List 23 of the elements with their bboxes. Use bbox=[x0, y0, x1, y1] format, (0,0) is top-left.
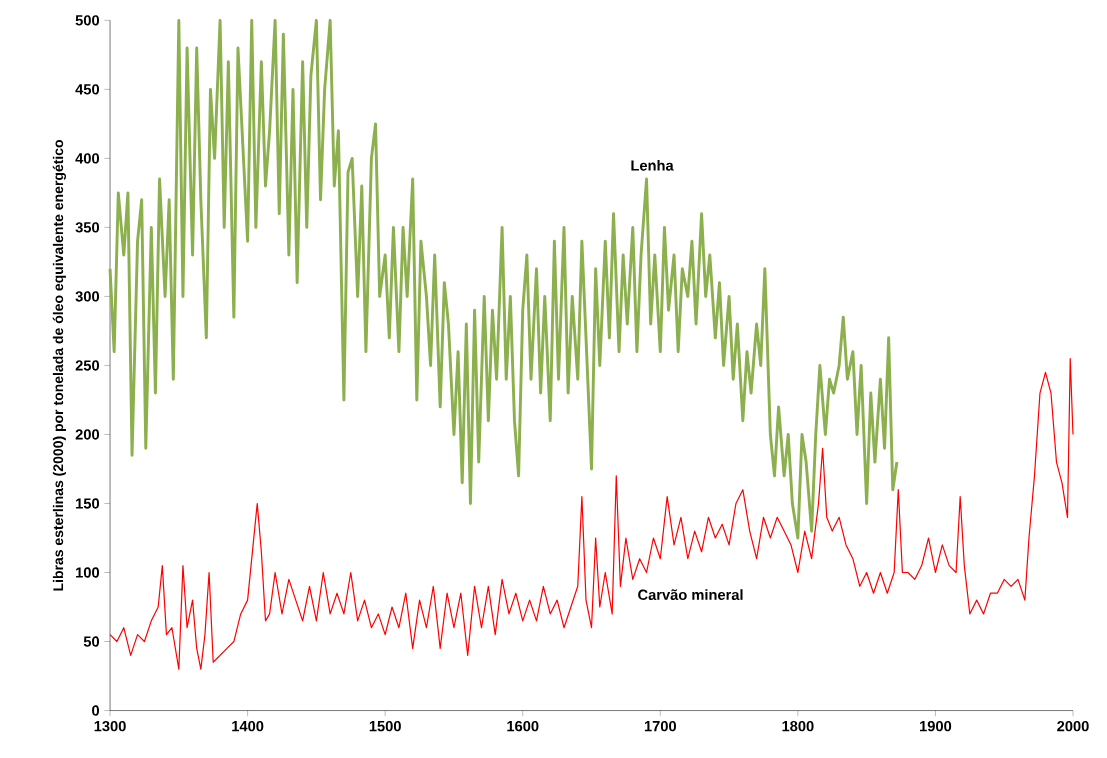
y-tick-label: 400 bbox=[75, 153, 100, 164]
x-tick-label: 1700 bbox=[644, 721, 676, 732]
y-tick-label: 0 bbox=[92, 705, 100, 716]
x-tick-label: 1300 bbox=[94, 721, 126, 732]
x-tick-label: 1900 bbox=[920, 721, 952, 732]
y-tick-label: 150 bbox=[76, 498, 100, 509]
series-label: Lenha bbox=[631, 160, 674, 171]
line-series bbox=[108, 19, 899, 540]
y-axis-title: Libras esterlinas (2000) por tonelada de óleo equivalente energético bbox=[52, 140, 66, 591]
series-label: Carvão mineral bbox=[638, 589, 743, 601]
y-tick-label: 300 bbox=[75, 291, 100, 302]
y-tick-label: 50 bbox=[83, 636, 100, 647]
x-tick-label: 2000 bbox=[1057, 721, 1089, 732]
y-tick-label: 350 bbox=[75, 222, 100, 233]
x-tick-label: 1500 bbox=[369, 721, 401, 732]
y-tick-label: 450 bbox=[75, 84, 100, 95]
x-tick-label: 1400 bbox=[232, 721, 264, 732]
x-tick-label: 1800 bbox=[782, 721, 814, 732]
x-tick-label: 1600 bbox=[507, 721, 539, 732]
y-tick-label: 500 bbox=[75, 15, 100, 26]
y-tick-label: 200 bbox=[75, 429, 100, 440]
y-tick-label: 100 bbox=[76, 567, 100, 578]
y-tick-label: 250 bbox=[75, 360, 100, 371]
